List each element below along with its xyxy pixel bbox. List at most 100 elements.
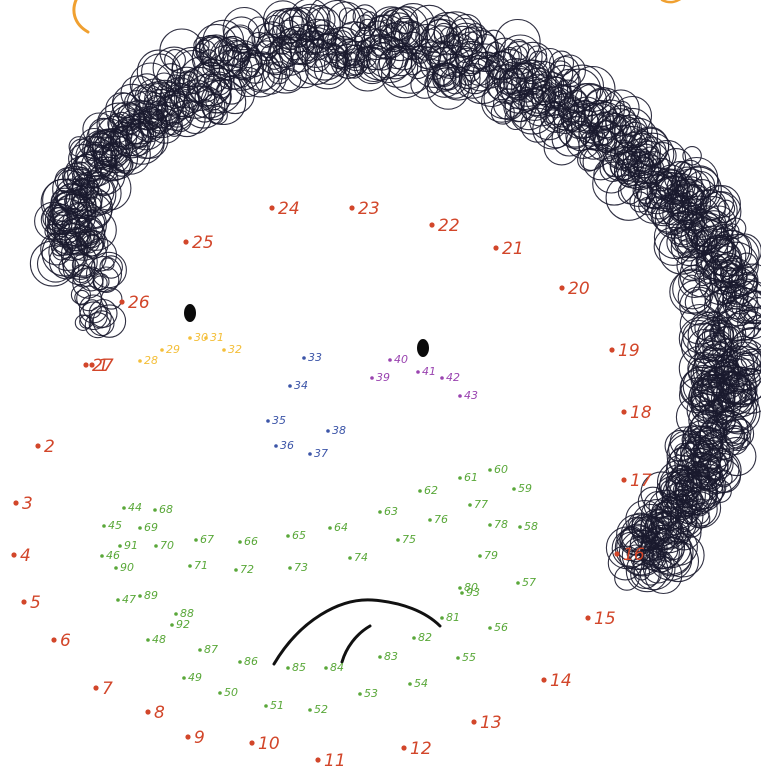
dot-label-77: 77	[474, 498, 488, 511]
dot-47	[116, 598, 120, 602]
hair-curl	[36, 245, 75, 283]
dot-51	[264, 704, 268, 708]
dot-label-82: 82	[418, 631, 432, 644]
dot-53	[358, 692, 362, 696]
dot-label-39: 39	[376, 371, 390, 384]
hair-curl	[679, 159, 702, 183]
dot-83	[378, 655, 382, 659]
dot-55	[456, 656, 460, 660]
dot-20	[559, 285, 565, 291]
hair-curl	[75, 209, 117, 251]
dot-17	[621, 477, 627, 483]
hair-curl	[588, 125, 605, 143]
dot-57	[516, 581, 520, 585]
dot-56	[488, 626, 492, 630]
dot-label-81: 81	[446, 611, 460, 624]
dot-label-53: 53	[364, 687, 378, 700]
dot-label-87: 87	[204, 643, 218, 656]
dot-40	[388, 358, 392, 362]
hair-curl	[614, 150, 652, 189]
dot-15	[585, 615, 591, 621]
hair-curl	[72, 265, 95, 288]
dot-label-70: 70	[160, 539, 174, 552]
hair-curl	[222, 26, 256, 60]
hair-curl	[78, 266, 104, 292]
dot-5	[21, 599, 27, 605]
hair-curl	[500, 47, 520, 67]
dot-label-41: 41	[422, 365, 436, 378]
dot-52	[308, 708, 312, 712]
hair-curl	[717, 199, 736, 218]
hair-curl	[62, 252, 96, 286]
hair-curl	[725, 284, 749, 308]
dot-label-5: 5	[30, 593, 41, 613]
dot-72	[234, 568, 238, 572]
hair-curl	[262, 0, 303, 41]
dot-93	[460, 591, 464, 595]
hair-curl	[628, 150, 662, 185]
dot-61	[458, 476, 462, 480]
hair-curl	[88, 190, 112, 214]
hair-curl	[137, 86, 153, 103]
hair-curl	[605, 174, 652, 221]
hair-curl	[684, 419, 723, 458]
hair-curl	[605, 526, 649, 570]
dot-3	[13, 500, 19, 506]
hair-curl	[272, 35, 293, 55]
hair-curl	[134, 78, 176, 120]
dot-label-19: 19	[618, 341, 640, 361]
hair-curl	[71, 154, 102, 185]
hair-curl	[142, 113, 159, 130]
dot-87	[198, 648, 202, 652]
hair-curl	[197, 85, 213, 101]
hair-curl	[659, 464, 701, 506]
dot-label-52: 52	[314, 703, 328, 716]
dot-label-57: 57	[522, 576, 536, 589]
corner-mark-right	[660, 0, 682, 4]
dot-label-58: 58	[524, 520, 538, 533]
hair-curl	[723, 424, 745, 446]
hair-curl	[439, 66, 472, 99]
hair-curl	[645, 527, 676, 557]
dot-label-59: 59	[518, 482, 532, 495]
dot-46	[100, 554, 104, 558]
dot-76	[428, 518, 432, 522]
dot-9	[185, 734, 191, 740]
hair-curl	[682, 319, 716, 354]
hair-curl	[58, 256, 80, 279]
hair-curl	[472, 54, 507, 89]
dot-label-54: 54	[414, 677, 428, 690]
hair-curl	[141, 53, 178, 91]
hair-curl	[304, 24, 337, 56]
hair-curl	[643, 157, 678, 192]
hair-curl	[196, 67, 243, 114]
dot-84	[324, 666, 328, 670]
dot-label-7: 7	[102, 679, 113, 699]
dot-label-4: 4	[20, 546, 31, 566]
dot-label-88: 88	[180, 607, 194, 620]
hair-curl	[291, 3, 330, 42]
dot-label-24: 24	[278, 199, 300, 219]
hair-curl	[166, 74, 184, 92]
dot-88	[174, 612, 178, 616]
dot-label-78: 78	[494, 518, 508, 531]
dot-13	[471, 719, 477, 725]
hair-curl	[326, 1, 365, 40]
hair-curl	[673, 221, 711, 259]
left-eye	[184, 304, 196, 322]
hair-curl	[117, 102, 142, 128]
dot-50	[218, 691, 222, 695]
hair-curl	[451, 26, 498, 72]
hair-curl	[64, 192, 82, 210]
hair-curl	[717, 436, 757, 477]
dot-68	[153, 508, 157, 512]
dot-58	[518, 525, 522, 529]
hair-curl	[682, 146, 702, 166]
hair-curl	[548, 50, 575, 76]
hair-curl	[175, 79, 216, 119]
dot-label-26: 26	[128, 293, 150, 313]
hair-curl	[101, 257, 115, 271]
hair-curl	[281, 6, 316, 42]
hair-curl	[706, 415, 723, 432]
right-eye	[417, 339, 429, 357]
